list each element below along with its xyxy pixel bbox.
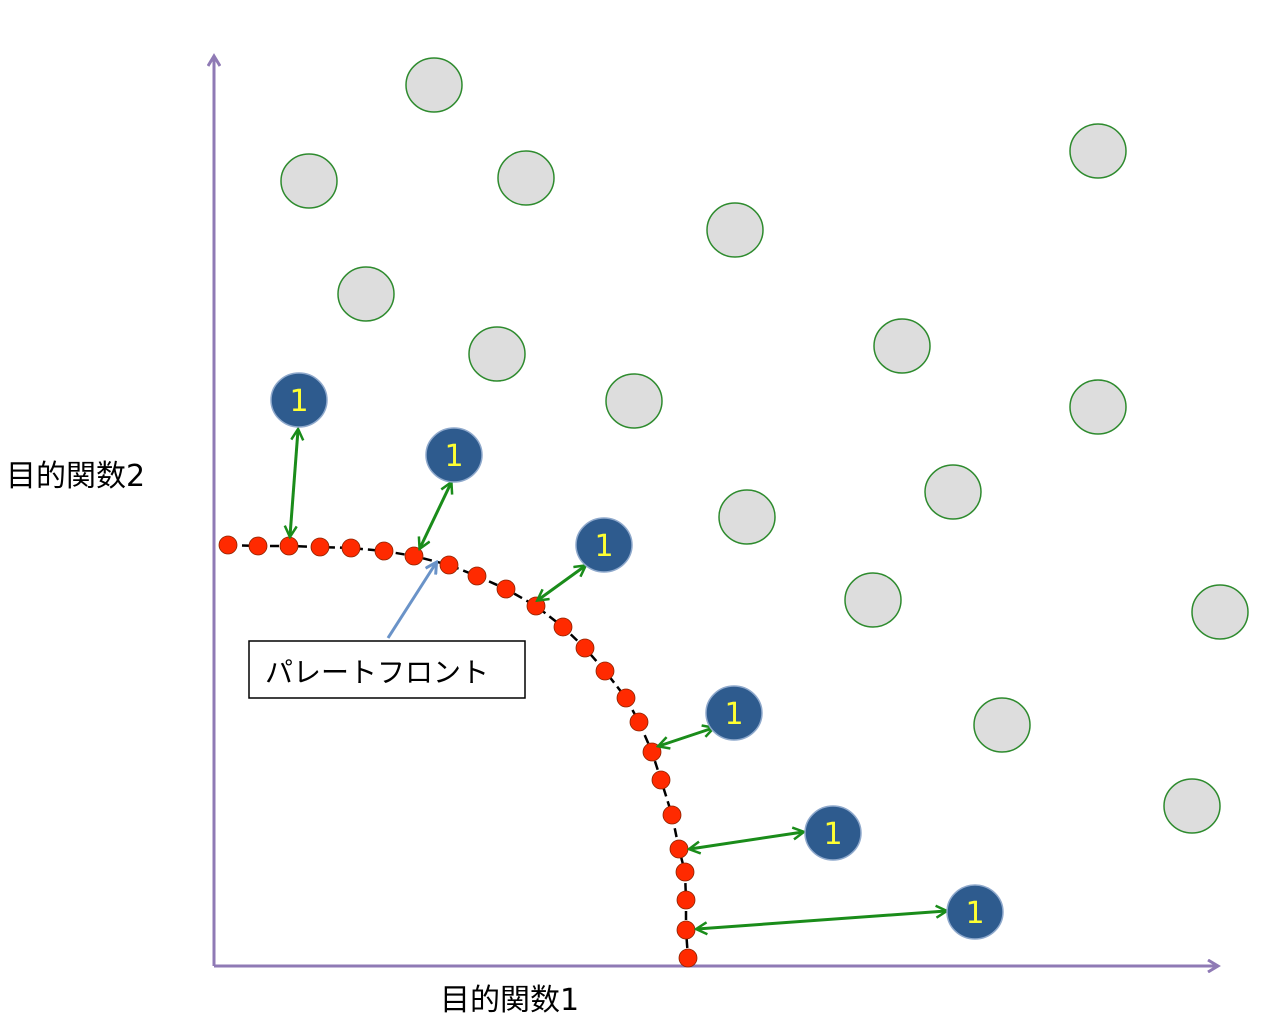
dominated-solution-2 bbox=[280, 153, 338, 209]
pareto-point-13 bbox=[575, 638, 595, 658]
pareto-point-3 bbox=[279, 536, 299, 556]
pareto-point-7 bbox=[404, 546, 424, 566]
pareto-point-10 bbox=[496, 579, 516, 599]
distance-arrow-1 bbox=[290, 430, 298, 536]
pareto-point-9 bbox=[467, 566, 487, 586]
pareto-point-21 bbox=[675, 862, 695, 882]
pareto-point-18 bbox=[651, 770, 671, 790]
dominated-solution-13 bbox=[844, 572, 902, 628]
dominated-solution-16 bbox=[1163, 778, 1221, 834]
distance-arrow-5 bbox=[690, 832, 803, 849]
pareto-point-19 bbox=[662, 805, 682, 825]
dominated-solution-4 bbox=[706, 202, 764, 258]
dominated-solution-12 bbox=[718, 489, 776, 545]
pareto-point-22 bbox=[676, 890, 696, 910]
pareto-point-4 bbox=[310, 537, 330, 557]
distance-arrow-4 bbox=[659, 728, 713, 746]
pareto-point-5 bbox=[341, 538, 361, 558]
x-axis-label: 目的関数1 bbox=[440, 983, 579, 1018]
pareto-point-20 bbox=[669, 839, 689, 859]
rank-one-label-4: 1 bbox=[724, 697, 743, 732]
pareto-point-6 bbox=[374, 541, 394, 561]
pareto-front bbox=[218, 535, 698, 968]
dominated-solution-10 bbox=[1069, 379, 1127, 435]
dominated-solution-5 bbox=[1069, 123, 1127, 179]
dominated-solutions bbox=[280, 57, 1249, 834]
y-axis-label: 目的関数2 bbox=[6, 459, 145, 494]
rank-one-solution-3 bbox=[575, 517, 633, 573]
distance-arrow-6 bbox=[697, 911, 946, 929]
pareto-point-12 bbox=[553, 617, 573, 637]
rank-one-solution-5 bbox=[804, 805, 862, 861]
rank-one-solution-1 bbox=[270, 372, 328, 428]
rank-one-label-5: 1 bbox=[823, 817, 842, 852]
rank-one-label-6: 1 bbox=[965, 896, 984, 931]
distance-arrow-2 bbox=[420, 483, 451, 548]
distance-arrows bbox=[290, 430, 946, 929]
dominated-solution-14 bbox=[1191, 584, 1249, 640]
pareto-point-24 bbox=[678, 948, 698, 968]
pareto-point-11 bbox=[526, 596, 546, 616]
dominated-solution-6 bbox=[337, 266, 395, 322]
callout-arrow bbox=[386, 563, 436, 639]
rank-one-solution-4 bbox=[705, 685, 763, 741]
rank-one-solutions: 1 1 1 1 1 1 bbox=[270, 372, 1004, 940]
pareto-point-16 bbox=[629, 712, 649, 732]
callout-box bbox=[248, 640, 526, 699]
rank-one-label-1: 1 bbox=[289, 384, 308, 419]
dominated-solution-3 bbox=[497, 150, 555, 206]
callout-label: パレートフロント bbox=[265, 656, 489, 689]
dominated-solution-1 bbox=[405, 57, 463, 113]
dominated-solution-7 bbox=[468, 326, 526, 382]
pareto-point-1 bbox=[218, 535, 238, 555]
rank-one-solution-6 bbox=[946, 884, 1004, 940]
pareto-point-8 bbox=[439, 555, 459, 575]
pareto-front-line bbox=[227, 543, 690, 959]
pareto-point-17 bbox=[642, 742, 662, 762]
pareto-point-2 bbox=[248, 536, 268, 556]
dominated-solution-8 bbox=[873, 318, 931, 374]
dominated-solution-9 bbox=[605, 373, 663, 429]
pareto-point-23 bbox=[676, 920, 696, 940]
rank-one-label-3: 1 bbox=[594, 529, 613, 564]
pareto-point-14 bbox=[595, 661, 615, 681]
dominated-solution-11 bbox=[924, 464, 982, 520]
pareto-point-15 bbox=[616, 688, 636, 708]
rank-one-solution-2 bbox=[425, 427, 483, 483]
distance-arrow-3 bbox=[538, 566, 585, 600]
dominated-solution-15 bbox=[973, 697, 1031, 753]
rank-one-label-2: 1 bbox=[444, 439, 463, 474]
